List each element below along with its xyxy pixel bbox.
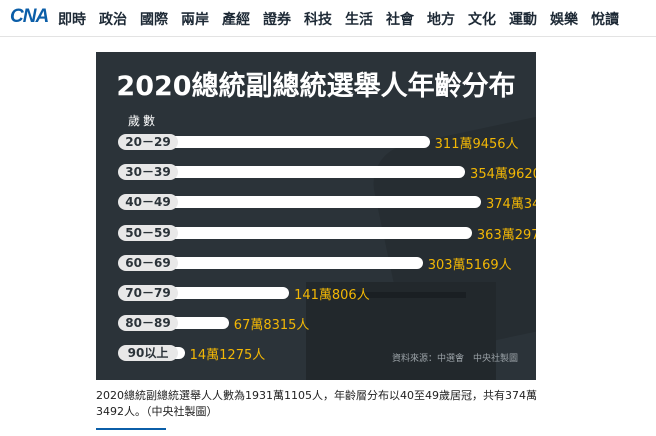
category-label: 40－49 [118,194,178,211]
ballot-box-slot [346,292,466,298]
category-label: 90以上 [118,345,178,362]
nav-divider [0,36,656,37]
value-label: 363萬2972人 [476,227,536,243]
nav-item[interactable]: 產經 [222,12,250,28]
nav-item[interactable]: 政治 [99,12,127,28]
value-label: 14萬1275人 [189,348,266,364]
value-label: 141萬806人 [294,288,370,303]
value-label: 311萬9456人 [434,137,519,152]
value-label: 67萬8315人 [233,318,310,334]
nav-item[interactable]: 兩岸 [181,12,209,28]
bar [173,256,423,269]
bar [173,166,466,179]
caption-underline [96,428,166,430]
nav-item[interactable]: 科技 [304,12,332,28]
nav-item[interactable]: 文化 [468,12,496,28]
top-navigation-bar: CNA 即時 政治 國際 兩岸 產經 證券 科技 生活 社會 地方 文化 運動 娛樂 悅讀 [0,0,656,36]
logo-text: CNA [10,6,49,27]
ballot-box-illustration [306,282,496,380]
nav-item[interactable]: 國際 [140,12,168,28]
category-label: 60－69 [118,254,178,271]
infographic-image: 2020總統副總統選舉人年齡分布 歲數 20－29 311萬9456人 30－39 3… [96,52,536,380]
nav-item[interactable]: 悅讀 [591,12,619,28]
main-nav: 即時 政治 國際 兩岸 產經 證券 科技 生活 社會 地方 文化 運動 娛樂 悅讀 [58,9,632,29]
bar [173,226,472,239]
category-label: 50－59 [118,224,178,241]
image-caption: 2020總統副總統選舉人人數為1931萬1105人，年齡層分布以40至49歲居冠… [96,389,537,418]
nav-item[interactable]: 生活 [345,12,373,28]
nav-item[interactable]: 娛樂 [550,12,578,28]
category-label: 70－79 [118,285,178,301]
value-label: 374萬3492人 [486,197,536,213]
axis-label: 歲數 [128,114,159,128]
category-label: 20－29 [118,134,178,150]
value-label: 303萬5169人 [427,257,512,273]
bar [173,136,430,148]
bar [173,287,290,299]
bar [173,317,229,330]
nav-item[interactable]: 地方 [427,12,455,28]
value-label: 354萬9620人 [470,167,536,183]
nav-item[interactable]: 即時 [58,12,86,28]
bar [173,347,185,360]
source-note: 資料來源：中選會 中央社製圖 [391,354,518,364]
category-label: 30－39 [118,164,178,181]
nav-item[interactable]: 社會 [386,12,414,28]
nav-item[interactable]: 證券 [263,12,291,28]
chart-title: 2020總統副總統選舉人年齡分布 [116,71,516,102]
bar [173,196,481,209]
category-label: 80－89 [118,315,178,332]
cna-logo[interactable]: CNA [10,6,49,28]
nav-item[interactable]: 運動 [509,12,537,28]
